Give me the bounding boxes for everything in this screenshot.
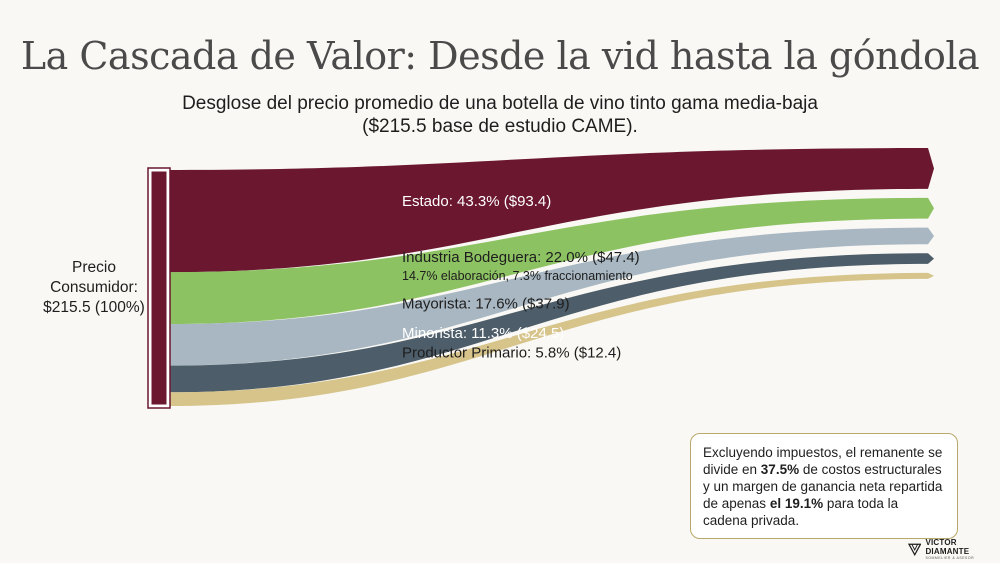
source-label-line-2: Consumidor: (50, 279, 138, 296)
callout-text-3: para toda la cadena privada. (703, 496, 899, 528)
brand-name: VICTOR DIAMANTE (925, 537, 970, 556)
source-label: Precio Consumidor: $215.5 (100%) (40, 258, 148, 318)
source-label-line-1: Precio (72, 259, 116, 276)
source-label-line-3: $215.5 (100%) (43, 299, 145, 316)
callout-bold-2: el 19.1% (769, 496, 824, 511)
flow-band (168, 148, 934, 273)
flow-band (168, 253, 934, 393)
subtitle-line-2: ($215.5 base de estudio CAME). (362, 116, 638, 137)
flow-label: Industria Bodeguera: 22.0% ($47.4) (402, 249, 640, 266)
page-title: La Cascada de Valor: Desde la vid hasta … (20, 34, 980, 78)
callout-bold-1: 37.5% (760, 462, 800, 477)
flow-band (168, 272, 934, 406)
brand-tagline: SOMMELIER & ASESOR (925, 555, 975, 560)
flow-band (168, 227, 934, 366)
callout-text-1: Excluyendo impuestos, el remanente se di… (703, 445, 943, 477)
flow-label: Productor Primario: 5.8% ($12.4) (402, 344, 621, 361)
flow-label: Mayorista: 17.6% ($37.9) (402, 295, 570, 312)
subtitle-line-1: Desglose del precio promedio de una bote… (182, 93, 818, 114)
source-bar-outline (147, 167, 171, 409)
flow-label: Minorista: 11.3% ($24.5) (402, 325, 564, 342)
diamond-logo-icon (908, 543, 922, 556)
brand-logo: VICTOR DIAMANTE SOMMELIER & ASESOR (908, 537, 1000, 560)
subtitle: Desglose del precio promedio de una bote… (0, 92, 1000, 138)
flow-label: Estado: 43.3% ($93.4) (402, 193, 551, 210)
flow-sublabel: 14.7% elaboración, 7.3% fraccionamiento (402, 269, 633, 283)
labels-layer: Estado: 43.3% ($93.4) Industria Bodeguera… (402, 193, 640, 361)
flows-layer (168, 148, 934, 406)
source-bar (148, 168, 170, 408)
callout-text-2: de costos estructurales y un margen de g… (703, 462, 943, 511)
flow-band (168, 197, 934, 325)
callout-note: Excluyendo impuestos, el remanente se di… (690, 433, 958, 539)
